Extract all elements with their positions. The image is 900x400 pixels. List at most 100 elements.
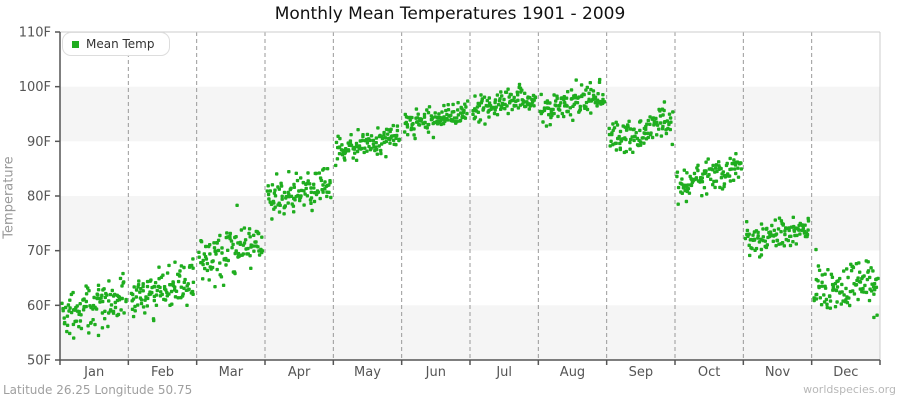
data-point <box>105 293 109 297</box>
data-point <box>455 120 459 124</box>
data-point <box>682 168 686 172</box>
data-point <box>670 142 674 147</box>
data-point <box>502 97 506 102</box>
data-point <box>459 111 463 115</box>
data-point <box>461 110 466 115</box>
data-point <box>377 144 381 148</box>
data-point <box>124 297 128 302</box>
y-tick-label: 50F <box>27 354 51 369</box>
data-point <box>473 115 478 119</box>
data-point <box>851 289 855 293</box>
data-point <box>722 184 726 189</box>
data-point <box>782 244 786 248</box>
data-point <box>700 176 704 180</box>
data-point <box>233 271 237 276</box>
data-point <box>450 119 455 123</box>
data-point <box>100 293 104 297</box>
data-point <box>133 309 137 313</box>
data-point <box>133 304 137 309</box>
data-point <box>582 93 586 97</box>
data-point <box>286 201 290 205</box>
data-point <box>305 181 309 186</box>
data-point <box>552 93 556 97</box>
data-point <box>304 186 308 191</box>
data-point <box>676 185 681 190</box>
data-point <box>725 161 729 166</box>
data-point <box>756 230 760 235</box>
data-point <box>109 308 113 312</box>
data-point <box>577 95 581 99</box>
data-point <box>856 297 860 302</box>
data-point <box>747 232 751 236</box>
data-point <box>268 189 272 193</box>
data-point <box>302 189 306 193</box>
data-point <box>876 276 880 281</box>
data-point <box>226 258 230 263</box>
data-point <box>131 314 136 319</box>
data-point <box>203 266 207 271</box>
data-point <box>759 222 764 226</box>
data-point <box>848 303 852 308</box>
data-point <box>446 103 450 107</box>
data-point <box>221 283 226 287</box>
data-point <box>437 112 441 116</box>
data-point <box>875 313 879 317</box>
chart-title: Monthly Mean Temperatures 1901 - 2009 <box>274 4 626 24</box>
data-point <box>361 133 365 137</box>
data-point <box>423 120 427 125</box>
data-point <box>340 143 344 147</box>
data-point <box>220 251 224 255</box>
data-point <box>774 244 778 248</box>
data-point <box>675 174 679 179</box>
data-point <box>280 197 284 201</box>
data-point <box>684 199 689 204</box>
data-point <box>284 194 288 199</box>
data-point <box>60 301 64 305</box>
x-tick-label: Dec <box>833 365 858 380</box>
data-point <box>642 141 646 145</box>
data-point <box>523 91 527 95</box>
data-point <box>626 123 630 127</box>
data-point <box>173 260 177 264</box>
data-point <box>557 104 562 108</box>
y-tick-label: 90F <box>27 135 51 150</box>
data-point <box>371 138 376 143</box>
data-point <box>745 228 750 233</box>
data-point <box>657 127 661 131</box>
data-point <box>797 228 801 232</box>
data-point <box>308 182 312 186</box>
x-tick-label: Apr <box>288 365 311 380</box>
data-point <box>573 93 577 98</box>
data-point <box>846 275 850 280</box>
data-point <box>849 269 854 273</box>
data-point <box>446 118 450 122</box>
data-point <box>99 296 103 300</box>
data-point <box>323 180 327 184</box>
data-point <box>365 141 370 145</box>
data-point <box>322 167 326 171</box>
data-point <box>376 126 380 130</box>
data-point <box>638 128 642 133</box>
data-point <box>413 136 417 141</box>
y-tick-label: 80F <box>27 190 51 205</box>
data-point <box>69 310 74 315</box>
data-point <box>872 282 877 286</box>
data-point <box>548 123 552 127</box>
data-point <box>815 292 819 297</box>
x-tick-label: May <box>354 365 381 380</box>
data-point <box>84 292 89 296</box>
data-point <box>783 229 787 233</box>
data-point <box>864 290 869 295</box>
data-point <box>191 280 196 284</box>
data-point <box>433 111 437 115</box>
data-point <box>178 274 182 278</box>
data-point <box>238 240 242 245</box>
data-point <box>187 287 191 291</box>
data-point <box>235 203 239 207</box>
data-point <box>444 108 448 113</box>
data-point <box>477 103 482 108</box>
data-point <box>777 216 782 220</box>
data-point <box>395 124 400 128</box>
data-point <box>243 238 248 242</box>
